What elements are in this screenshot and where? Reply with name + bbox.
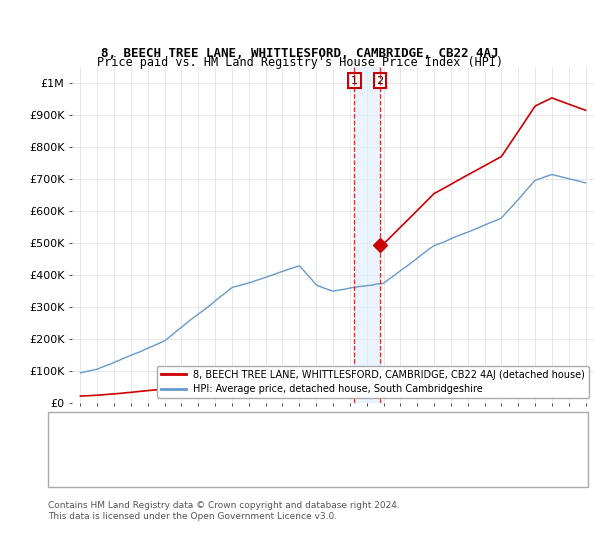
Bar xyxy=(355,67,380,403)
Text: Price paid vs. HM Land Registry's House Price Index (HPI): Price paid vs. HM Land Registry's House … xyxy=(97,56,503,69)
Legend: 8, BEECH TREE LANE, WHITTLESFORD, CAMBRIDGE, CB22 4AJ (detached house), HPI: Ave: 8, BEECH TREE LANE, WHITTLESFORD, CAMBRI… xyxy=(157,366,589,398)
Text: 1: 1 xyxy=(351,76,358,86)
Text: 1: 1 xyxy=(59,423,67,433)
Text: 12-OCT-2012: 12-OCT-2012 xyxy=(99,457,172,467)
Text: Contains HM Land Registry data © Crown copyright and database right 2024.
This d: Contains HM Land Registry data © Crown c… xyxy=(48,501,400,521)
Text: 2: 2 xyxy=(376,76,383,86)
Text: 07-APR-2011: 07-APR-2011 xyxy=(99,423,170,433)
Text: 2: 2 xyxy=(59,457,67,467)
Text: 8, BEECH TREE LANE, WHITTLESFORD, CAMBRIDGE, CB22 4AJ: 8, BEECH TREE LANE, WHITTLESFORD, CAMBRI… xyxy=(101,46,499,60)
Text: £85,000: £85,000 xyxy=(240,423,286,433)
Text: 39% ↑ HPI: 39% ↑ HPI xyxy=(348,457,407,467)
Text: £495,000: £495,000 xyxy=(240,457,293,467)
Text: 75% ↓ HPI: 75% ↓ HPI xyxy=(348,423,407,433)
